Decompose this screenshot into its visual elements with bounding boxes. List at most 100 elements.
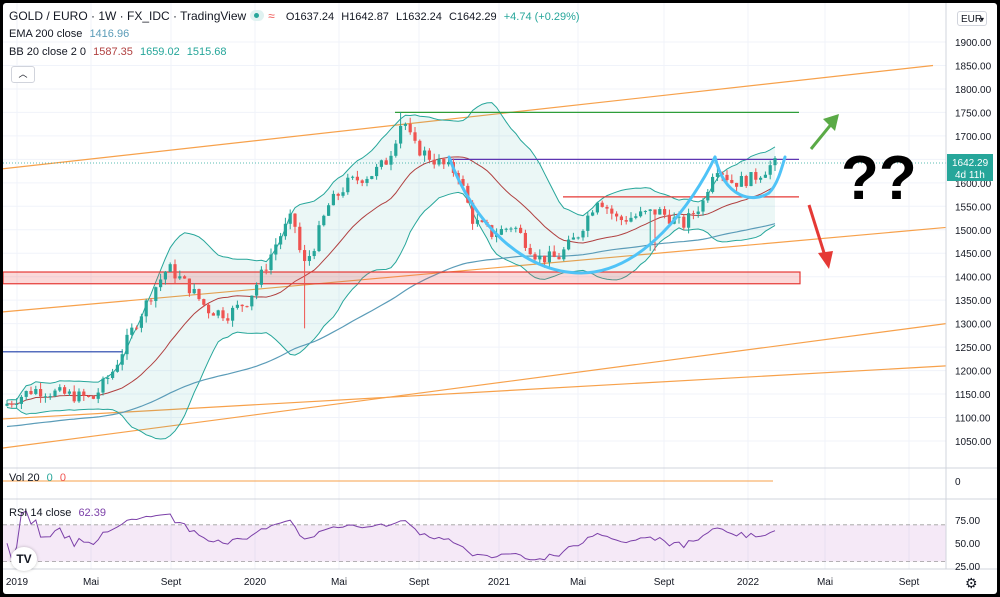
candle-body bbox=[677, 216, 681, 218]
rsi-line bbox=[6, 510, 776, 562]
candle-body bbox=[317, 225, 321, 252]
close-value: C1642.29 bbox=[448, 11, 497, 23]
candle-body bbox=[619, 216, 623, 221]
candle-body bbox=[24, 391, 28, 397]
candle-body bbox=[101, 378, 105, 393]
candle-body bbox=[192, 289, 196, 294]
candle-body bbox=[39, 389, 43, 397]
candle-body bbox=[701, 200, 705, 212]
candle-body bbox=[739, 176, 743, 187]
candle-body bbox=[768, 165, 772, 175]
candle-body bbox=[96, 392, 100, 399]
candle-body bbox=[178, 276, 182, 279]
volume-legend[interactable]: Vol 20 0 0 bbox=[9, 472, 66, 484]
price-tick-label: 1250.00 bbox=[955, 343, 992, 354]
rsi-legend[interactable]: RSI 14 close 62.39 bbox=[9, 507, 106, 519]
time-tick-label: 2019 bbox=[6, 577, 29, 588]
candle-body bbox=[442, 158, 446, 165]
candle-body bbox=[106, 377, 110, 379]
candle-body bbox=[5, 403, 9, 406]
candle-body bbox=[586, 215, 590, 231]
candle-body bbox=[351, 176, 355, 178]
bb-lower-value: 1515.68 bbox=[186, 46, 227, 58]
candle-body bbox=[413, 132, 417, 141]
candle-body bbox=[149, 300, 153, 302]
candle-body bbox=[552, 251, 556, 258]
time-tick-label: Sept bbox=[899, 577, 920, 588]
collapse-legend-button[interactable]: ︿ bbox=[11, 66, 35, 83]
symbol-title[interactable]: GOLD / EURO · 1W · FX_IDC · TradingView bbox=[9, 9, 247, 23]
candle-body bbox=[399, 125, 403, 144]
candle-body bbox=[629, 217, 633, 222]
candle-body bbox=[346, 177, 350, 193]
change-value: +4.74 (+0.29%) bbox=[503, 11, 580, 23]
price-tick-label: 1750.00 bbox=[955, 108, 992, 119]
candle-body bbox=[139, 316, 143, 328]
ema-legend[interactable]: EMA 200 close 1416.96 bbox=[9, 28, 129, 40]
rsi-pane bbox=[3, 510, 946, 563]
candle-body bbox=[235, 304, 239, 308]
currency-selector[interactable]: EUR ▾ bbox=[957, 11, 987, 26]
candle-body bbox=[125, 334, 129, 355]
candle-body bbox=[667, 214, 671, 224]
price-tick-label: 1850.00 bbox=[955, 61, 992, 72]
cup-and-handle-drawing bbox=[447, 155, 787, 275]
candle-body bbox=[696, 211, 700, 214]
candle-body bbox=[591, 212, 595, 216]
time-tick-label: 2020 bbox=[244, 577, 267, 588]
countdown-text: 4d 11h bbox=[955, 170, 985, 181]
candle-body bbox=[15, 403, 19, 405]
horizontal-levels bbox=[3, 111, 946, 353]
ema-value: 1416.96 bbox=[89, 28, 130, 40]
candle-body bbox=[480, 220, 484, 223]
trend-line bbox=[3, 226, 946, 313]
candle-body bbox=[250, 295, 254, 307]
candle-body bbox=[547, 251, 551, 263]
candle-body bbox=[600, 202, 604, 207]
candle-body bbox=[231, 307, 235, 321]
open-value: O1637.24 bbox=[285, 11, 335, 23]
bb-fill bbox=[7, 102, 775, 439]
candle-body bbox=[773, 158, 777, 166]
tradingview-logo-icon[interactable]: TV bbox=[11, 547, 37, 571]
candle-body bbox=[384, 160, 388, 165]
time-tick-label: Sept bbox=[161, 577, 182, 588]
candle-body bbox=[307, 256, 311, 262]
candle-body bbox=[312, 251, 316, 257]
bb-upper-value: 1659.02 bbox=[139, 46, 180, 58]
price-tick-label: 1600.00 bbox=[955, 179, 992, 190]
gear-icon[interactable]: ⚙ bbox=[965, 575, 978, 591]
handle-curve bbox=[713, 155, 787, 200]
last-price-box bbox=[947, 154, 993, 181]
price-chart[interactable]: 1900.001850.001800.001750.001700.001650.… bbox=[3, 3, 997, 594]
candle-body bbox=[682, 216, 686, 228]
candle-body bbox=[202, 299, 206, 305]
demand-zone-box bbox=[3, 271, 801, 285]
up-arrow-shaft bbox=[809, 121, 835, 150]
candle-body bbox=[523, 232, 527, 248]
rsi-tick-label: 25.00 bbox=[955, 562, 980, 573]
bb-legend[interactable]: BB 20 close 2 0 1587.35 1659.02 1515.68 bbox=[9, 46, 227, 58]
candle-body bbox=[706, 191, 710, 201]
candle-body bbox=[639, 211, 643, 217]
vol-value-2: 0 bbox=[59, 472, 66, 484]
price-tick-label: 1500.00 bbox=[955, 226, 992, 237]
candle-body bbox=[528, 247, 532, 255]
price-tick-label: 1050.00 bbox=[955, 437, 992, 448]
candle-body bbox=[183, 276, 187, 279]
currency-label: EUR bbox=[961, 14, 983, 25]
candle-body bbox=[34, 389, 38, 394]
axes: 1900.001850.001800.001750.001700.001650.… bbox=[3, 3, 997, 588]
candle-body bbox=[581, 230, 585, 238]
rsi-tick-label: 75.00 bbox=[955, 516, 980, 527]
candle-body bbox=[543, 255, 547, 263]
candle-body bbox=[643, 210, 647, 212]
candle-body bbox=[48, 396, 52, 398]
time-tick-label: Mai bbox=[570, 577, 586, 588]
candle-body bbox=[331, 193, 335, 206]
candle-body bbox=[240, 304, 244, 307]
price-tick-label: 1200.00 bbox=[955, 367, 992, 378]
candle-body bbox=[245, 306, 249, 308]
candle-body bbox=[423, 150, 427, 156]
down-arrow-head bbox=[818, 251, 833, 269]
